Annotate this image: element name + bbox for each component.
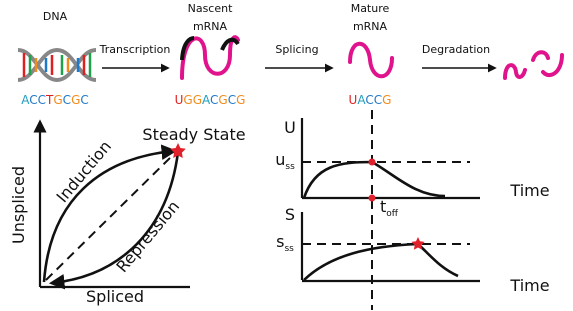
- mature-mrna: [350, 44, 392, 77]
- label: DNA: [43, 10, 68, 23]
- label: Unspliced: [9, 166, 28, 244]
- text-part: C: [38, 93, 46, 107]
- text-part: ss: [285, 162, 295, 172]
- fragments: [505, 52, 562, 78]
- label: Time: [509, 276, 549, 295]
- label: mRNA: [193, 20, 228, 33]
- text-part: C: [63, 93, 71, 107]
- label: Steady State: [142, 125, 245, 144]
- label: Degradation: [422, 43, 490, 56]
- label: Repression: [112, 197, 183, 276]
- label: Transcription: [99, 43, 171, 56]
- label: sss: [276, 232, 294, 254]
- label: Time: [509, 181, 549, 200]
- text-part: C: [365, 93, 373, 107]
- sequence: ACCTGCGC: [21, 93, 89, 107]
- text-part: u: [275, 150, 285, 169]
- sequence: UACCG: [349, 93, 392, 107]
- text-part: G: [71, 93, 80, 107]
- text-part: G: [382, 93, 391, 107]
- label: S: [285, 205, 295, 224]
- label: Spliced: [86, 287, 144, 306]
- text-part: G: [53, 93, 62, 107]
- label: uss: [275, 150, 295, 172]
- label: U: [284, 118, 296, 137]
- text-part: C: [210, 93, 218, 107]
- text-part: C: [80, 93, 88, 107]
- label: Mature: [351, 2, 390, 15]
- label: mRNA: [353, 20, 388, 33]
- label: Splicing: [275, 43, 318, 56]
- text-part: G: [183, 93, 192, 107]
- text-part: C: [29, 93, 37, 107]
- text-part: U: [175, 93, 184, 107]
- text-part: off: [386, 209, 399, 219]
- label: toff: [380, 197, 399, 219]
- text-part: C: [374, 93, 382, 107]
- text-part: G: [193, 93, 202, 107]
- figure: DNA Transcription Nascent mRNA Splicing …: [0, 0, 573, 311]
- text-part: G: [236, 93, 245, 107]
- label: Nascent: [188, 2, 233, 15]
- nascent-mrna: [182, 37, 238, 78]
- text-part: C: [228, 93, 236, 107]
- text-part: G: [218, 93, 227, 107]
- sequence: UGGACGCG: [175, 93, 246, 107]
- text-part: ss: [284, 244, 294, 254]
- text-part: U: [349, 93, 358, 107]
- dna-icon: [18, 50, 96, 80]
- text-part: s: [276, 232, 284, 251]
